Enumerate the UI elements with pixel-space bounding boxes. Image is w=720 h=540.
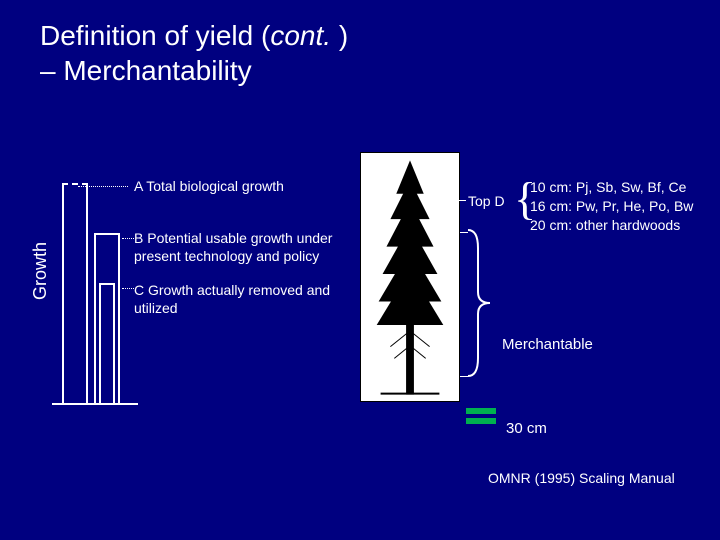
top-d-line-1: 10 cm: Pj, Sb, Sw, Bf, Ce [530,178,693,197]
tree-icon [361,153,459,401]
stump-label: 30 cm [506,420,547,437]
stump-mark-icon [466,406,496,430]
bar-b [94,233,120,403]
leader-merch-top [460,232,468,233]
title-line1-end: ) [331,20,348,51]
title-cont: cont. [270,20,331,51]
top-d-values: 10 cm: Pj, Sb, Sw, Bf, Ce 16 cm: Pw, Pr,… [530,178,693,235]
baseline [52,403,138,405]
bar-a [62,183,88,403]
leader-b [122,238,134,239]
leader-top-d [430,200,466,201]
label-a: A Total biological growth [134,178,284,196]
top-d-line-3: 20 cm: other hardwoods [530,216,693,235]
title-line2: – Merchantability [40,55,252,86]
leader-a [78,186,128,187]
leader-merch-bottom [460,376,468,377]
growth-bars [60,175,130,405]
title-line1: Definition of yield ( [40,20,270,51]
growth-axis-label: Growth [30,242,51,300]
citation: OMNR (1995) Scaling Manual [488,470,675,486]
slide-title: Definition of yield (cont. ) – Merchanta… [40,18,348,88]
top-d-label: Top D [468,193,505,209]
tree-panel [360,152,460,402]
label-c: C Growth actually removed and utilized [134,282,344,317]
leader-c [122,288,134,289]
merchantable-brace-icon [466,228,492,378]
top-d-line-2: 16 cm: Pw, Pr, He, Po, Bw [530,197,693,216]
label-b: B Potential usable growth under present … [134,230,344,265]
merchantable-label: Merchantable [502,336,593,353]
bar-c [99,283,115,403]
